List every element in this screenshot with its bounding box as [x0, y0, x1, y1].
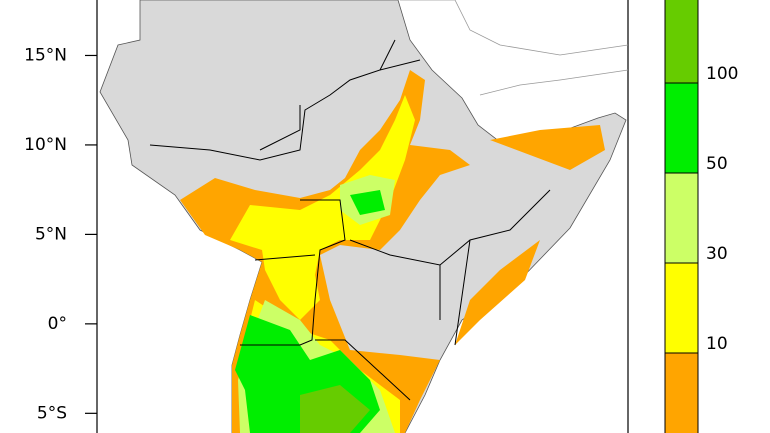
colorbar-segment [664, 0, 699, 84]
coastline [479, 69, 629, 96]
lat-tick-label: 5°S [37, 403, 67, 423]
border [149, 39, 551, 401]
colorbar-segment [664, 82, 699, 174]
rain-zone [300, 385, 370, 433]
colorbar-label: 30 [706, 244, 728, 264]
colorbar-label: 50 [706, 154, 728, 174]
map-area [99, 0, 629, 433]
coastline [400, 0, 629, 56]
colorbar-segment [664, 262, 699, 354]
colorbar-label: 100 [706, 64, 738, 84]
lat-tick-label: 0° [48, 314, 67, 334]
lat-tick-label: 10°N [24, 135, 67, 155]
lat-axis: 15°N 10°N 5°N 0° 5°S [24, 45, 97, 423]
colorbar-label: 10 [706, 334, 728, 354]
colorbar-segment [664, 352, 699, 433]
lat-tick-label: 5°N [35, 224, 67, 244]
rain-zone [235, 190, 385, 433]
rain-zone [455, 125, 605, 345]
colorbar-segment [664, 172, 699, 264]
colorbar: 10 30 50 100 [664, 0, 738, 433]
lat-tick-label: 15°N [24, 45, 67, 65]
